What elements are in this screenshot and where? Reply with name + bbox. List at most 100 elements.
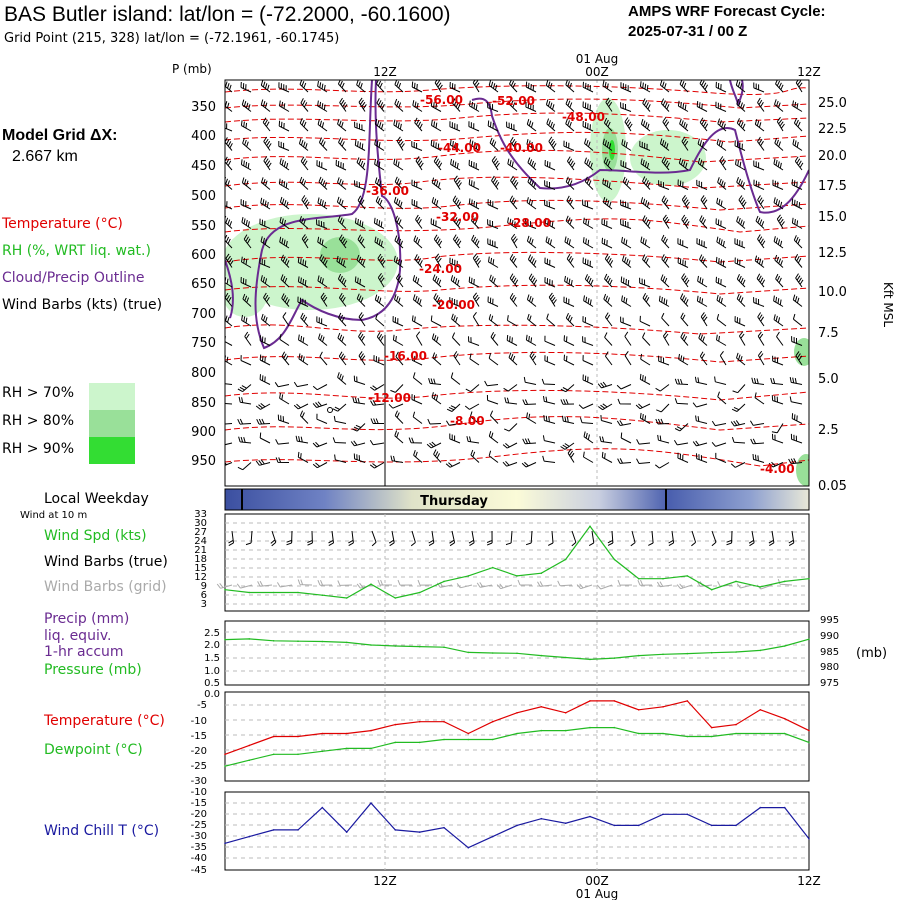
wind-barb bbox=[582, 237, 594, 249]
rh-80-area bbox=[320, 237, 360, 273]
wind-barb bbox=[369, 439, 385, 446]
wind-barb bbox=[278, 141, 290, 151]
data-point bbox=[297, 640, 299, 642]
wind-barb bbox=[261, 313, 271, 327]
surface-wind-barb-grid bbox=[456, 583, 473, 589]
data-point bbox=[418, 720, 421, 723]
isotherm-label: -16.00 bbox=[384, 349, 427, 363]
wind-chill-label: Wind Chill T (°C) bbox=[44, 823, 160, 839]
wind-barb bbox=[502, 460, 518, 467]
wind-barb bbox=[584, 138, 594, 151]
wind-barb bbox=[394, 430, 404, 444]
data-point bbox=[564, 656, 567, 659]
wind-barb bbox=[716, 294, 727, 307]
wind-barb bbox=[412, 100, 423, 112]
wind-barb bbox=[433, 449, 442, 463]
height-tick: 17.5 bbox=[818, 179, 847, 194]
top-time-axis: 12Z 00Z 12Z 01 Aug bbox=[373, 52, 821, 79]
chill-tick: -45 bbox=[191, 865, 207, 876]
wind-barb bbox=[699, 351, 708, 366]
data-point bbox=[443, 826, 445, 829]
wind-barb bbox=[793, 117, 803, 132]
wind-barb bbox=[255, 459, 271, 466]
wind-barb bbox=[526, 197, 537, 210]
date-label: 01 Aug bbox=[576, 887, 619, 900]
data-point bbox=[224, 842, 226, 845]
wind-barb bbox=[430, 218, 442, 229]
isotherm-lines bbox=[225, 85, 809, 467]
wind-barb bbox=[282, 312, 290, 327]
wind-barb bbox=[451, 313, 461, 327]
data-point bbox=[345, 641, 348, 644]
wind-barb bbox=[489, 274, 499, 288]
wind-barb bbox=[792, 100, 803, 112]
wind-barb bbox=[300, 98, 309, 112]
surface-wind-barb bbox=[307, 530, 313, 546]
wind-barb bbox=[357, 234, 366, 249]
wind-barb bbox=[354, 121, 366, 132]
wind-barb bbox=[225, 383, 233, 385]
data-point bbox=[613, 700, 616, 702]
wind-barb bbox=[579, 417, 594, 424]
wind-barb bbox=[600, 415, 613, 424]
wind-barb bbox=[316, 316, 328, 327]
wind-barb bbox=[659, 80, 670, 93]
wind-barb bbox=[338, 312, 347, 327]
wind-barb bbox=[316, 219, 328, 229]
data-point bbox=[248, 591, 251, 594]
wind-barb bbox=[241, 99, 252, 112]
surface-wind-barb bbox=[630, 530, 636, 547]
wind-speed-label: Wind Spd (kts) bbox=[44, 528, 147, 544]
data-point bbox=[272, 640, 275, 642]
precip-panel-frame bbox=[224, 620, 810, 686]
surface-wind-barb bbox=[547, 530, 554, 546]
wind-barb bbox=[241, 216, 252, 229]
wind-barb bbox=[295, 435, 309, 444]
wind-barb bbox=[260, 275, 271, 288]
pressure-tick: 350 bbox=[191, 100, 216, 115]
wind-barb bbox=[749, 420, 765, 426]
series-points bbox=[224, 525, 810, 849]
wind-barb bbox=[377, 273, 385, 288]
data-point bbox=[467, 732, 470, 735]
wind-barb bbox=[488, 314, 499, 327]
wind-barb bbox=[661, 254, 670, 268]
data-point bbox=[759, 586, 762, 588]
wind-barb bbox=[388, 403, 404, 409]
data-point bbox=[418, 831, 421, 833]
wind-barb bbox=[563, 335, 575, 346]
wind-barb bbox=[506, 334, 518, 346]
wind-barb bbox=[300, 312, 309, 327]
wind-barb bbox=[297, 276, 309, 288]
chill-panel-frame bbox=[224, 791, 810, 871]
wind-barb bbox=[411, 199, 423, 210]
wind-barb bbox=[260, 99, 271, 112]
data-point bbox=[564, 822, 567, 824]
data-point bbox=[321, 594, 324, 596]
pressure-tick-right: 975 bbox=[820, 678, 839, 689]
wind-barb bbox=[430, 100, 442, 112]
wind-barb bbox=[716, 334, 727, 346]
wind-barb bbox=[677, 100, 689, 112]
wind-barb bbox=[370, 400, 385, 406]
wind-barb bbox=[241, 314, 252, 327]
wind-barb bbox=[414, 117, 423, 132]
wind-barb bbox=[337, 372, 347, 385]
wind-tick: 6 bbox=[201, 590, 207, 601]
rh-80-label: RH > 80% bbox=[2, 413, 75, 429]
wind-barb bbox=[674, 378, 689, 385]
wind-barb bbox=[370, 384, 385, 391]
wind-barb bbox=[243, 234, 252, 249]
wind-barb bbox=[774, 254, 784, 268]
wind-barb bbox=[281, 293, 290, 307]
temp-tick: -5 bbox=[197, 700, 207, 711]
wind-barb bbox=[225, 442, 233, 446]
legend-wind-barbs: Wind Barbs (kts) (true) bbox=[2, 297, 163, 313]
wind-barb bbox=[415, 156, 424, 171]
wind-barb bbox=[312, 462, 328, 469]
data-point bbox=[564, 558, 567, 561]
wind-barb bbox=[584, 176, 594, 190]
wind-tick: 3 bbox=[201, 599, 207, 610]
wind-barb bbox=[564, 275, 575, 288]
wind-barb bbox=[238, 396, 252, 405]
